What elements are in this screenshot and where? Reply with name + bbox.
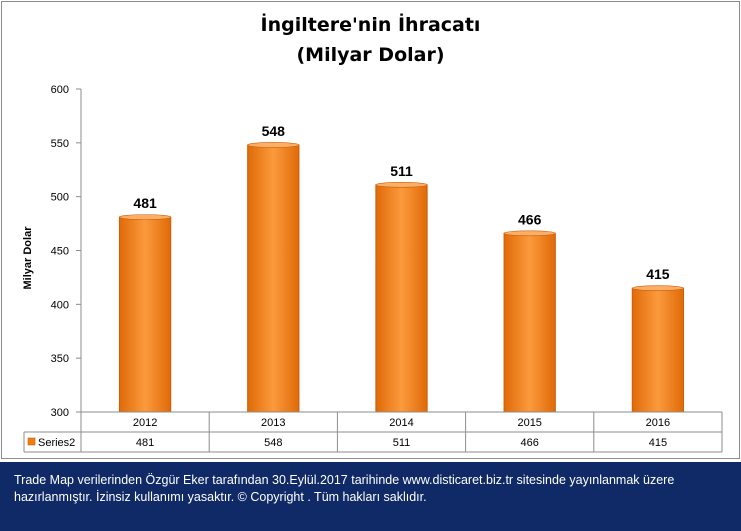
- bar: [503, 232, 556, 413]
- y-tick-label: 300: [51, 407, 69, 419]
- x-category-label: 2014: [389, 417, 413, 429]
- chart-plot: 300 350 400 450 500 550 600 481 548 511 466 415 2012…: [23, 84, 723, 453]
- bar: [118, 216, 172, 413]
- y-tick-label: 350: [51, 353, 69, 365]
- y-tick-label: 450: [51, 246, 69, 258]
- bar-top-cap: [375, 182, 428, 188]
- table-value: 511: [393, 437, 411, 449]
- bar: [247, 144, 300, 413]
- legend-series-name: Series2: [38, 437, 75, 449]
- chart-title: İngiltere'nin İhracatı: [260, 14, 481, 36]
- y-tick-label: 550: [51, 138, 69, 150]
- chart-subtitle: (Milyar Dolar): [296, 44, 445, 66]
- data-label: 548: [262, 123, 286, 139]
- x-category-label: 2013: [261, 417, 285, 429]
- table-value: 548: [264, 437, 282, 449]
- bar-top-cap: [503, 230, 556, 237]
- bar-top-cap: [247, 142, 300, 148]
- copyright-notice: Trade Map verilerinden Özgür Eker tarafı…: [14, 473, 675, 504]
- data-label: 511: [390, 163, 413, 179]
- y-tick-label: 500: [51, 192, 69, 204]
- footer-banner: Trade Map verilerinden Özgür Eker tarafı…: [0, 462, 741, 531]
- bar: [631, 287, 685, 413]
- table-value: 481: [136, 437, 154, 449]
- data-label: 466: [518, 211, 542, 227]
- bar-top-cap: [631, 285, 684, 291]
- legend-swatch: [27, 437, 36, 446]
- table-value: 466: [521, 437, 539, 449]
- x-category-label: 2012: [133, 417, 157, 429]
- bar: [375, 184, 428, 413]
- y-tick-label: 600: [51, 84, 69, 96]
- bar-top-cap: [119, 214, 172, 220]
- data-label: 415: [646, 266, 670, 282]
- x-category-label: 2015: [517, 417, 541, 429]
- table-value: 415: [649, 437, 667, 449]
- data-label: 481: [133, 195, 157, 211]
- x-category-label: 2016: [646, 417, 670, 429]
- y-tick-label: 400: [51, 299, 69, 311]
